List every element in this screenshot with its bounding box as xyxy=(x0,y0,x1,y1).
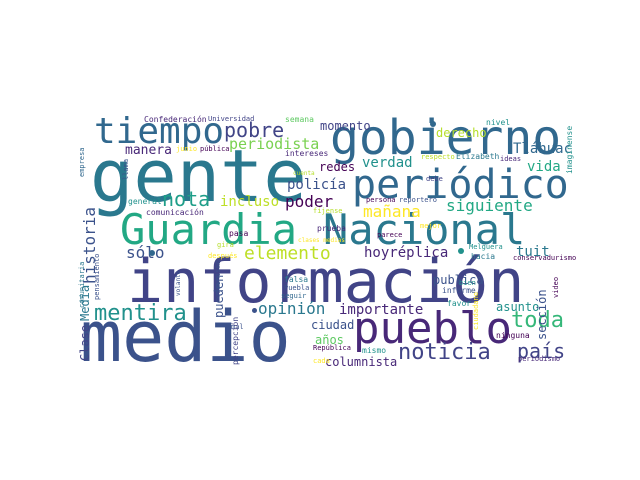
word-gente: gente xyxy=(90,134,307,218)
word-volante: volante xyxy=(175,270,182,296)
word-medio: medio xyxy=(80,296,291,378)
word-opinion: opinión xyxy=(258,299,326,318)
word-bien: bien xyxy=(459,279,476,287)
word-hoyreplica: hoyréplica xyxy=(364,245,449,261)
word-pasa: pasa xyxy=(229,229,249,238)
word-ciudadano: ciudadano xyxy=(472,292,480,330)
word-anos: años xyxy=(315,333,344,347)
word-informe: informe xyxy=(442,286,476,295)
word-seccion: sección xyxy=(535,289,549,340)
word-prueba: prueba xyxy=(317,224,346,233)
word-seguir: seguir xyxy=(281,292,307,300)
word-gira: gira xyxy=(217,241,234,249)
word-mejor: mejor xyxy=(420,222,442,230)
word-gobierno: gobierno xyxy=(330,110,562,166)
word-reportero: reportero xyxy=(399,196,437,204)
word-despues: después xyxy=(208,252,238,260)
word-periodico: periódico xyxy=(352,162,569,208)
word-elizabeth: Elizabeth xyxy=(456,152,500,161)
word-parece: parece xyxy=(377,231,403,239)
word-universidad: Universidad xyxy=(208,115,255,123)
dot-mark xyxy=(430,121,436,127)
word-nota: nota xyxy=(162,187,211,211)
word-publica: publica xyxy=(433,273,484,287)
word-ideas: ideas xyxy=(500,155,522,163)
word-nacional: Nacional xyxy=(323,205,526,254)
word-persona: persona xyxy=(366,196,396,204)
word-cuenta: cuenta xyxy=(293,170,315,177)
word-derecho: derecho xyxy=(436,126,487,140)
word-momento: momento xyxy=(320,119,371,133)
word-poder: poder xyxy=(285,192,334,211)
word-debe: debe xyxy=(426,175,443,183)
word-semana: semana xyxy=(285,115,314,124)
word-ninguna: ninguna xyxy=(496,331,530,340)
word-pais: país xyxy=(517,339,566,363)
word-mentira: mentira xyxy=(94,301,187,326)
word-cloud: información gente medio Guardia Nacional… xyxy=(76,108,576,378)
word-general: general xyxy=(128,197,162,206)
word-ciudad: ciudad xyxy=(311,318,355,332)
word-informacion: información xyxy=(127,247,525,317)
dot-mark xyxy=(252,308,257,313)
word-llama: llama xyxy=(122,158,130,180)
word-pensamiento: pensamiento xyxy=(93,253,101,300)
word-periodismo: periodismo xyxy=(518,355,561,363)
word-policia: policía xyxy=(287,177,347,193)
word-pobre: pobre xyxy=(224,118,285,142)
word-redes: redes xyxy=(319,160,356,174)
word-empresa: empresa xyxy=(78,147,86,177)
word-fijense: fíjense xyxy=(313,207,343,215)
word-favor: favor xyxy=(447,299,472,308)
word-tuit: tuit xyxy=(516,244,550,260)
word-intereses: intereses xyxy=(285,149,329,158)
word-tiempo: tiempo xyxy=(94,111,225,152)
word-noticia: noticia xyxy=(398,340,491,365)
word-clase: Clase xyxy=(78,324,92,361)
dot-mark xyxy=(458,248,464,254)
dot-mark xyxy=(149,250,155,256)
word-verdad: verdad xyxy=(362,155,413,171)
word-importante: importante xyxy=(339,302,424,318)
word-publica2: pública xyxy=(200,145,230,153)
word-manana: mañana xyxy=(363,202,421,221)
word-comunismo: comunismo xyxy=(214,260,222,298)
word-comunitaria: comunitaria xyxy=(78,261,86,308)
word-republica: República xyxy=(313,344,351,352)
word-mal: mal xyxy=(231,323,244,331)
word-pueblo: pueblo xyxy=(353,303,512,354)
word-columnista: columnista xyxy=(325,355,398,369)
word-nivel: nivel xyxy=(486,118,511,127)
word-melguera: Melguera xyxy=(469,243,503,251)
word-toda: toda xyxy=(511,308,564,333)
word-comunicacion: comunicación xyxy=(146,208,204,217)
word-falsa: falsa xyxy=(284,275,309,284)
word-guardia: Guardia xyxy=(120,205,298,254)
word-manera: manera xyxy=(125,143,172,158)
word-siguiente: siguiente xyxy=(446,196,533,215)
word-tlahuac: Tláhuac xyxy=(513,141,573,157)
word-mismo: mismo xyxy=(362,346,387,355)
word-percepcion: percepción xyxy=(231,316,240,365)
word-imaginense: imagínense xyxy=(565,125,574,174)
word-respecto: respecto xyxy=(421,153,455,161)
word-vida: vida xyxy=(527,159,561,175)
word-periodista: periodista xyxy=(229,135,320,153)
word-clases-medias: clases medias xyxy=(298,237,345,244)
word-solo: sólo xyxy=(126,243,165,262)
word-puebla: Puebla xyxy=(284,284,310,292)
word-hacia: hacia xyxy=(471,252,496,261)
word-video: video xyxy=(552,276,560,298)
word-confederacion: Confederación xyxy=(144,115,207,124)
word-cada: cada xyxy=(313,357,330,365)
word-incluso: incluso xyxy=(220,194,280,210)
word-asunto: asunto xyxy=(496,300,540,314)
word-junio: junio xyxy=(176,145,198,153)
word-conservadurismo: conservadurismo xyxy=(513,254,576,262)
word-elemento: elemento xyxy=(244,243,331,264)
